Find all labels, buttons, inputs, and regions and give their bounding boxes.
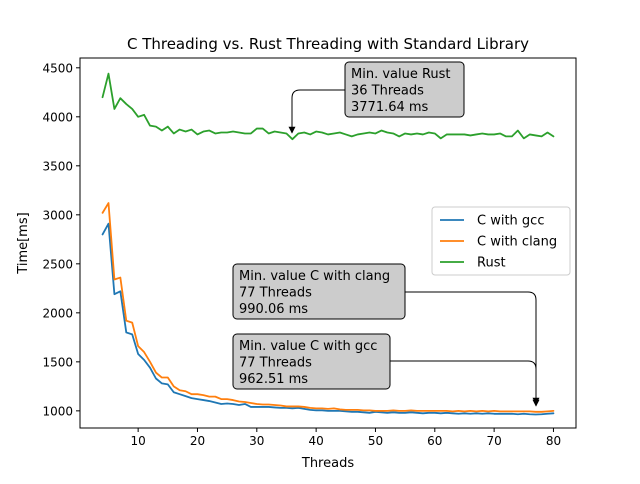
legend-label: Rust	[477, 256, 506, 271]
legend-box	[431, 206, 571, 276]
series-line-rust	[101, 72, 555, 141]
y-tick-label: 4000	[42, 110, 73, 124]
annotation-text: 990.06 ms	[239, 302, 308, 317]
y-tick-label: 3000	[42, 208, 73, 222]
chart-title: C Threading vs. Rust Threading with Stan…	[127, 35, 529, 53]
annotation-box	[232, 333, 391, 390]
annotation-text: 77 Threads	[239, 356, 312, 371]
x-tick-label: 80	[546, 434, 561, 448]
x-tick-label: 70	[486, 434, 501, 448]
annotation-arrow	[288, 89, 345, 134]
legend-label: C with gcc	[477, 214, 544, 229]
x-tick-label: 50	[368, 434, 383, 448]
annotation-text: 962.51 ms	[239, 372, 308, 387]
y-axis-label: Time[ms]	[16, 212, 31, 274]
series-line-c-with-clang	[101, 202, 555, 413]
annotation-arrow	[405, 291, 540, 405]
y-tick-label: 2500	[42, 257, 73, 271]
plot-area	[101, 72, 555, 416]
x-axis-label: Threads	[301, 456, 354, 471]
annotation-text: 36 Threads	[351, 84, 424, 99]
annotation-text: 77 Threads	[239, 286, 312, 301]
y-tick-label: 4500	[42, 61, 73, 75]
y-tick-label: 1000	[42, 404, 73, 418]
annotation-arrow	[390, 360, 540, 407]
annotation-text: 3771.64 ms	[351, 100, 429, 115]
annotation-text: Min. value Rust	[351, 67, 451, 82]
annotation-box	[344, 61, 465, 118]
x-tick-label: 30	[249, 434, 264, 448]
annotation-text: Min. value C with clang	[239, 269, 390, 284]
series-line-c-with-gcc	[101, 222, 555, 416]
annotation-text: Min. value C with gcc	[239, 339, 377, 354]
x-tick-label: 20	[190, 434, 205, 448]
legend: C with gcc C with clang Rust	[431, 206, 571, 276]
y-tick-label: 3500	[42, 159, 73, 173]
x-tick-label: 10	[131, 434, 146, 448]
axes: 10 20 30 40 50 60 70 80 1000 1500 2000 2500 3000 3500…	[42, 61, 561, 448]
x-tick-label: 40	[308, 434, 323, 448]
legend-label: C with clang	[477, 235, 557, 250]
x-tick-label: 60	[427, 434, 442, 448]
y-tick-label: 2000	[42, 306, 73, 320]
plot-frame	[79, 57, 577, 429]
y-tick-label: 1500	[42, 355, 73, 369]
annotation-box	[232, 263, 406, 320]
